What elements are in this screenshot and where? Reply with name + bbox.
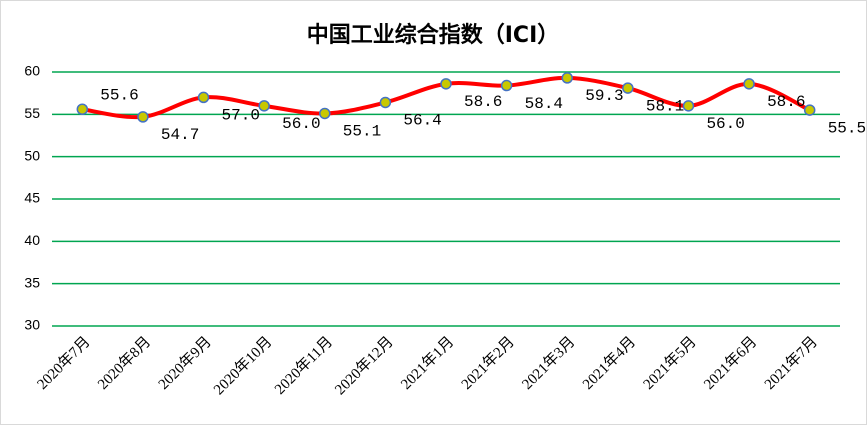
point-marker — [76, 103, 89, 116]
point-marker — [258, 100, 270, 112]
point-marker — [137, 111, 149, 123]
data-label: 56.0 — [706, 115, 744, 133]
data-label: 58.6 — [767, 93, 805, 111]
data-label: 57.0 — [222, 107, 260, 125]
point-marker — [682, 100, 695, 112]
data-label: 55.6 — [100, 86, 138, 104]
y-tick-label: 35 — [24, 274, 40, 290]
y-tick-label: 50 — [24, 147, 40, 163]
data-label: 55.1 — [343, 123, 381, 141]
y-tick-label: 45 — [24, 190, 40, 206]
point-marker — [379, 96, 392, 109]
data-label: 56.4 — [403, 112, 441, 130]
data-label: 55.5 — [828, 119, 866, 137]
data-label: 58.1 — [646, 97, 684, 115]
point-marker — [803, 104, 816, 116]
point-marker — [197, 91, 210, 104]
point-marker — [622, 82, 634, 94]
y-tick-label: 60 — [24, 63, 40, 79]
chart-title: 中国工业综合指数（ICI） — [307, 22, 560, 48]
y-tick-label: 55 — [24, 105, 40, 121]
data-label: 54.7 — [161, 126, 199, 144]
point-marker — [561, 72, 573, 84]
y-tick-label: 40 — [24, 232, 40, 248]
y-tick-label: 30 — [24, 317, 40, 333]
data-label: 58.6 — [464, 93, 502, 111]
point-marker — [319, 107, 331, 120]
point-marker — [500, 79, 513, 92]
data-label: 58.4 — [525, 95, 563, 113]
point-marker — [743, 78, 755, 90]
point-marker — [440, 78, 452, 90]
data-label: 59.3 — [585, 87, 623, 105]
data-label: 56.0 — [282, 115, 320, 133]
